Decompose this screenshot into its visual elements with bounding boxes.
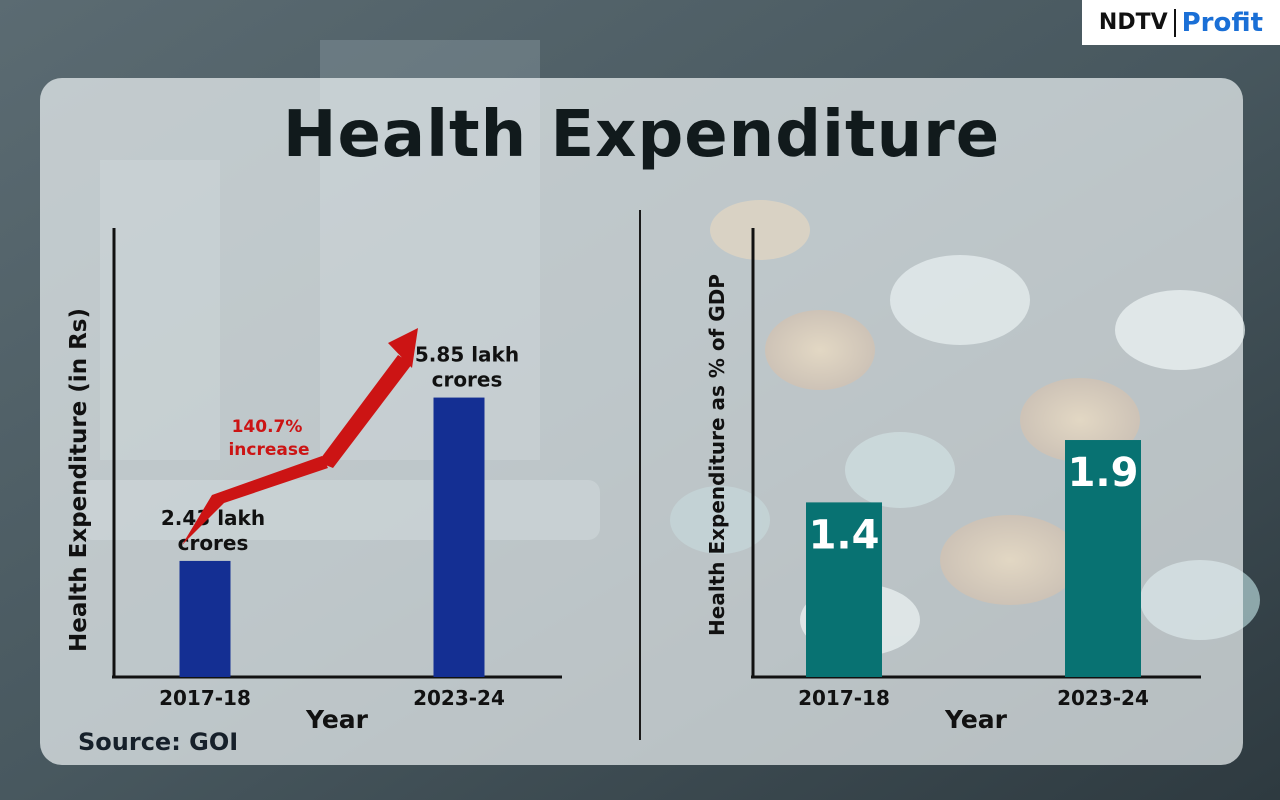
right-bar-2017-18 [806,502,882,677]
content-panel [40,78,1243,765]
logo-divider [1173,8,1176,37]
right-x-axis-label: Year [944,705,1008,734]
right-chart: 1.4 1.9 2017-18 2023-24 Year Health Expe… [705,228,1201,734]
right-data-label-2023-24: 1.9 [1068,450,1139,496]
growth-arrow [182,328,418,545]
left-data-label-2017-18-line2: crores [178,531,249,555]
left-bar-2017-18 [179,560,231,677]
right-x-tick-2017-18: 2017-18 [798,686,890,710]
ndtv-profit-logo: NDTV Profit [1082,0,1280,45]
increase-annotation-line1: 140.7% [232,417,303,437]
logo-brand: NDTV [1098,10,1168,35]
logo-product: Profit [1181,7,1264,38]
left-x-tick-2017-18: 2017-18 [159,686,251,710]
left-x-axis-label: Year [305,705,369,734]
page-title: Health Expenditure [282,98,1001,172]
left-x-tick-2023-24: 2023-24 [413,686,505,710]
left-chart: 2017-18 2023-24 Year Health Expenditure … [66,228,562,734]
right-y-axis-label: Health Expenditure as % of GDP [705,274,729,636]
left-data-label-2023-24-line1: 5.85 lakh [415,343,519,367]
increase-annotation-line2: increase [228,440,309,460]
left-y-axis-label: Health Expenditure (in Rs) [66,308,92,652]
right-bar-2023-24 [1065,440,1141,677]
right-data-label-2017-18: 1.4 [809,512,880,558]
source-note: Source: GOI [78,728,239,756]
left-data-label-2023-24-line2: crores [432,368,503,392]
right-x-tick-2023-24: 2023-24 [1057,686,1149,710]
left-bar-2023-24 [433,397,485,677]
